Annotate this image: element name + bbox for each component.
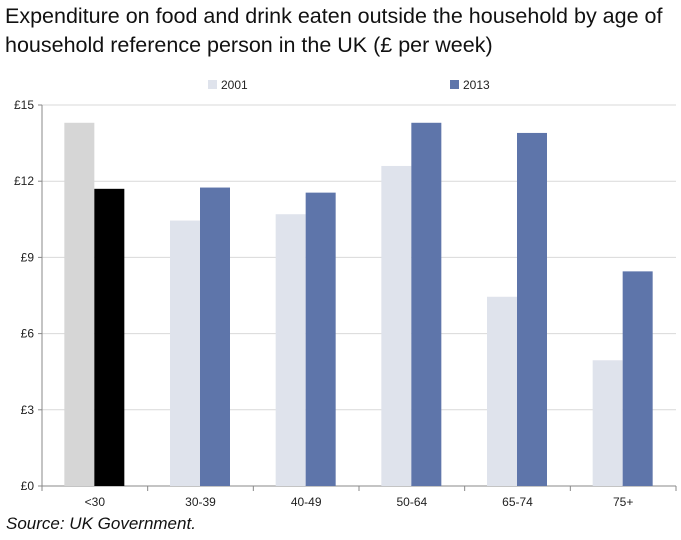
chart-title-line-1: Expenditure on food and drink eaten outs… (5, 4, 663, 28)
y-tick-label: £9 (21, 250, 35, 264)
y-tick-label: £3 (21, 403, 35, 417)
bar-2013-75+ (622, 271, 653, 486)
bar-2001-65-74 (487, 296, 517, 486)
legend-swatch-2013 (450, 80, 459, 89)
bar-2001-50-64 (381, 165, 412, 486)
x-tick-label: <30 (85, 495, 106, 509)
y-tick-label: £6 (21, 327, 35, 341)
bar-2013-65-74 (517, 132, 547, 486)
x-tick-label: 65-74 (502, 495, 533, 509)
source-note: Source: UK Government. (6, 514, 196, 533)
y-tick-label: £12 (14, 174, 34, 188)
legend-swatch-2001 (208, 80, 217, 89)
legend-label-2001: 2001 (221, 78, 248, 92)
x-tick-label: 50-64 (396, 495, 427, 509)
x-tick-label: 30-39 (185, 495, 216, 509)
bar-2013-50-64 (411, 122, 442, 486)
bar-2013-<30 (94, 188, 125, 486)
chart-title-line-2: household reference person in the UK (£ … (5, 33, 493, 57)
bar-2001-40-49 (275, 214, 306, 486)
chart-title: Expenditure on food and drink eaten outs… (5, 2, 677, 60)
bar-2013-30-39 (200, 187, 230, 487)
bar-2001-75+ (592, 360, 623, 486)
y-tick-label: £15 (14, 98, 34, 112)
x-tick-label: 75+ (613, 495, 633, 509)
bar-2001-<30 (64, 122, 95, 486)
y-tick-label: £0 (21, 479, 35, 493)
bar-2013-40-49 (305, 192, 336, 486)
legend-label-2013: 2013 (463, 78, 490, 92)
x-tick-label: 40-49 (291, 495, 322, 509)
bar-2001-30-39 (170, 220, 200, 486)
